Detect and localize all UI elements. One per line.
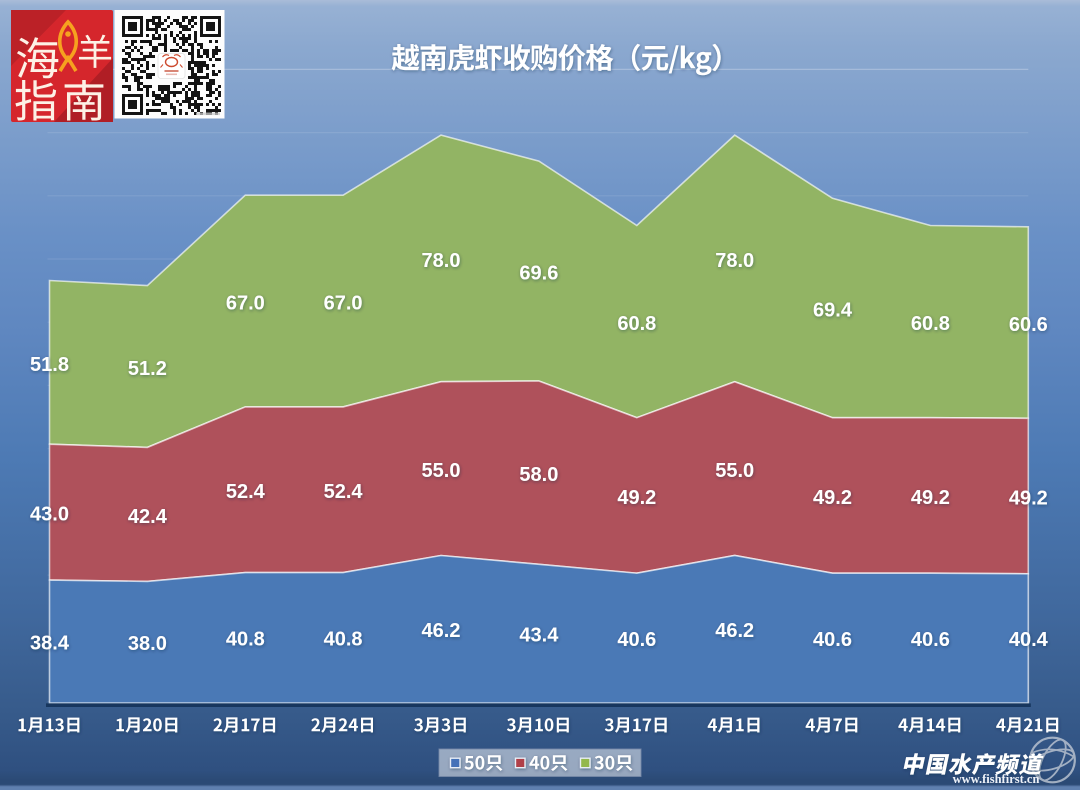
svg-text:40.6: 40.6: [617, 629, 656, 651]
svg-text:46.2: 46.2: [422, 620, 461, 642]
svg-text:40.6: 40.6: [911, 629, 950, 651]
svg-text:51.8: 51.8: [30, 354, 69, 376]
svg-text:40.6: 40.6: [813, 629, 852, 651]
svg-text:60.6: 60.6: [1009, 314, 1048, 336]
svg-text:40.8: 40.8: [226, 629, 265, 651]
svg-text:49.2: 49.2: [617, 487, 656, 509]
svg-text:67.0: 67.0: [324, 293, 363, 315]
svg-text:46.2: 46.2: [715, 620, 754, 642]
svg-text:42.4: 42.4: [128, 506, 168, 528]
svg-text:43.4: 43.4: [519, 624, 559, 646]
svg-text:60.8: 60.8: [911, 313, 950, 335]
svg-text:51.2: 51.2: [128, 358, 167, 380]
svg-text:52.4: 52.4: [324, 481, 364, 503]
svg-text:67.0: 67.0: [226, 293, 265, 315]
svg-text:60.8: 60.8: [617, 313, 656, 335]
svg-text:49.2: 49.2: [911, 487, 950, 509]
svg-text:55.0: 55.0: [715, 460, 754, 482]
svg-text:78.0: 78.0: [422, 250, 461, 272]
svg-text:38.0: 38.0: [128, 633, 167, 655]
svg-text:55.0: 55.0: [422, 460, 461, 482]
svg-text:69.6: 69.6: [519, 263, 558, 285]
svg-text:38.4: 38.4: [30, 632, 70, 654]
svg-text:www.fishfirst.cn: www.fishfirst.cn: [953, 772, 1040, 786]
svg-text:58.0: 58.0: [519, 464, 558, 486]
svg-text:40.8: 40.8: [324, 629, 363, 651]
svg-text:49.2: 49.2: [1009, 488, 1048, 510]
svg-text:40.4: 40.4: [1009, 629, 1049, 651]
svg-text:69.4: 69.4: [813, 300, 853, 322]
svg-text:49.2: 49.2: [813, 487, 852, 509]
svg-text:78.0: 78.0: [715, 250, 754, 272]
svg-text:43.0: 43.0: [30, 504, 69, 526]
svg-text:52.4: 52.4: [226, 481, 266, 503]
